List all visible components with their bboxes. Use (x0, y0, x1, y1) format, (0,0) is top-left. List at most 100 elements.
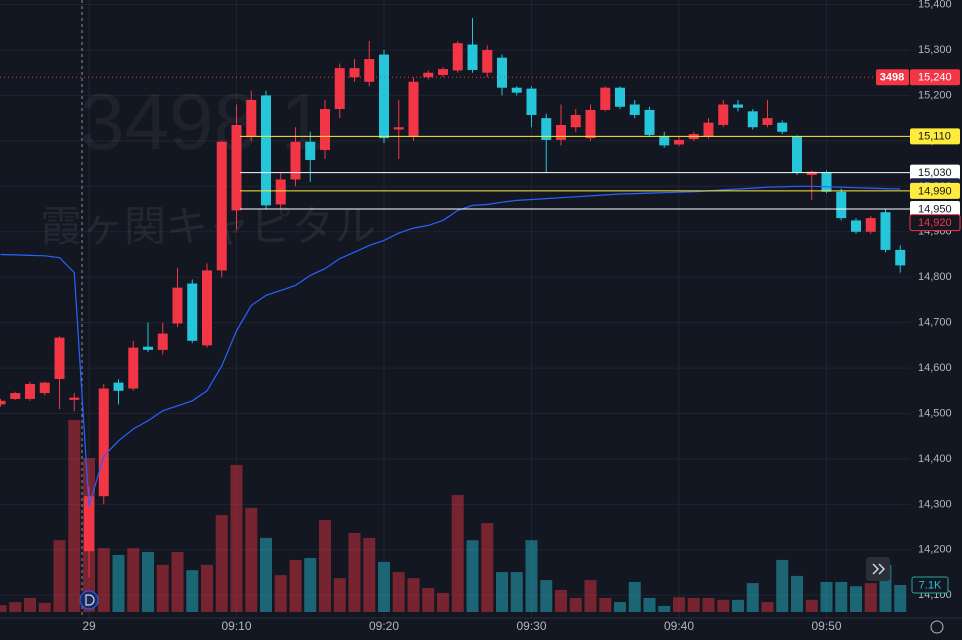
candle-body (895, 249, 906, 266)
volume-bar (348, 532, 361, 612)
volume-bar (363, 537, 376, 612)
volume-bar (215, 515, 228, 612)
candle-body (128, 347, 139, 389)
price-tag-label: 14,950 (918, 203, 952, 215)
candle-body (570, 114, 581, 128)
dividend-marker[interactable] (79, 590, 99, 610)
candle-body (777, 122, 788, 132)
candle-body (379, 54, 389, 139)
x-tick-label: 09:40 (664, 619, 694, 633)
volume-bar (319, 520, 331, 612)
volume-bar (171, 551, 184, 612)
volume-bar (392, 572, 405, 612)
candle-body (202, 270, 212, 346)
volume-bar (407, 578, 420, 612)
price-tag-label: 15,030 (918, 167, 952, 179)
volume-bar (9, 602, 22, 612)
volume-bar (186, 570, 199, 612)
price-tag (910, 128, 960, 145)
candle-body (644, 109, 655, 135)
volume-bar (496, 572, 508, 612)
watermark-subtitle: 霞ヶ関キャピタル (40, 203, 376, 250)
x-tick-label: 09:20 (369, 619, 399, 633)
volume-bar (569, 597, 582, 612)
candle-body (511, 87, 522, 93)
price-tag-label: 15,240 (918, 72, 952, 84)
volume-bar (555, 589, 567, 612)
candle-body (821, 172, 832, 192)
grid (0, 0, 910, 618)
volume-bar (68, 420, 81, 612)
candle-body (629, 104, 640, 115)
volume-bar (584, 580, 597, 612)
candle-body (187, 283, 198, 341)
volume-bar (156, 564, 169, 612)
volume-bar (112, 555, 125, 612)
y-tick-label: 15,400 (918, 0, 952, 10)
volume-bar (643, 597, 656, 612)
volume-bar (378, 561, 390, 612)
volume-bar (805, 599, 818, 612)
volume-bar (127, 548, 140, 612)
x-tick-label: 09:10 (221, 619, 251, 633)
settings-button[interactable] (930, 620, 944, 634)
x-tick-label: 09:30 (516, 619, 546, 633)
volume-bar (599, 597, 612, 612)
candle-body (482, 49, 493, 73)
candle-body (393, 127, 404, 130)
candle-body (25, 383, 35, 399)
candle-body (703, 122, 714, 137)
volume-tag (911, 576, 949, 594)
volume-bar (201, 564, 213, 612)
volume-bar (38, 602, 51, 612)
candle-body (334, 68, 345, 110)
volume-bar (614, 602, 626, 612)
y-tick-label: 15,300 (918, 44, 952, 56)
x-tick-label: 09:50 (811, 619, 841, 633)
candle-body (216, 141, 227, 271)
candle-body (261, 95, 271, 206)
volume-bar (422, 588, 435, 612)
volume-bar (24, 597, 36, 612)
volume-bar (230, 464, 243, 612)
volume-bar (732, 599, 744, 612)
volume-bar (864, 583, 877, 612)
candle-body (600, 87, 611, 110)
candles (0, 18, 906, 578)
y-tick-label: 14,300 (918, 498, 952, 510)
y-tick-label: 15,200 (918, 89, 952, 101)
candle-body (143, 346, 153, 350)
volume-bar (437, 593, 449, 612)
volume-bar (466, 540, 479, 612)
y-tick-label: 14,600 (918, 362, 952, 374)
candle-body (423, 72, 434, 78)
axes: 14,10014,20014,30014,40014,50014,60014,7… (82, 0, 961, 633)
candle-body (349, 68, 360, 78)
volume-bar (850, 586, 862, 612)
candle-body (718, 104, 729, 125)
volume-bar (776, 559, 789, 612)
candle-body (806, 171, 817, 175)
candle-body (438, 69, 448, 75)
candle-body (733, 104, 743, 108)
candle-body (10, 393, 21, 399)
candle-body (157, 333, 168, 350)
candle-body (275, 179, 286, 205)
candle-body (69, 397, 80, 400)
volume-bar (333, 578, 346, 612)
scroll-icon (872, 563, 886, 575)
volume-bar (673, 597, 685, 612)
volume-bar (820, 581, 833, 612)
volume-bar (304, 558, 317, 612)
candle-body (113, 382, 124, 391)
volume-tag-label: 7.1K (919, 579, 942, 591)
price-tag-label: 14,990 (918, 185, 952, 197)
candle-body (364, 59, 375, 82)
volume-bar (658, 605, 671, 612)
price-tag (910, 201, 960, 218)
volume-bar (791, 575, 803, 612)
volume-bar (761, 602, 774, 612)
volume-bar (510, 572, 523, 612)
price-tag-label: 14,920 (918, 217, 952, 229)
